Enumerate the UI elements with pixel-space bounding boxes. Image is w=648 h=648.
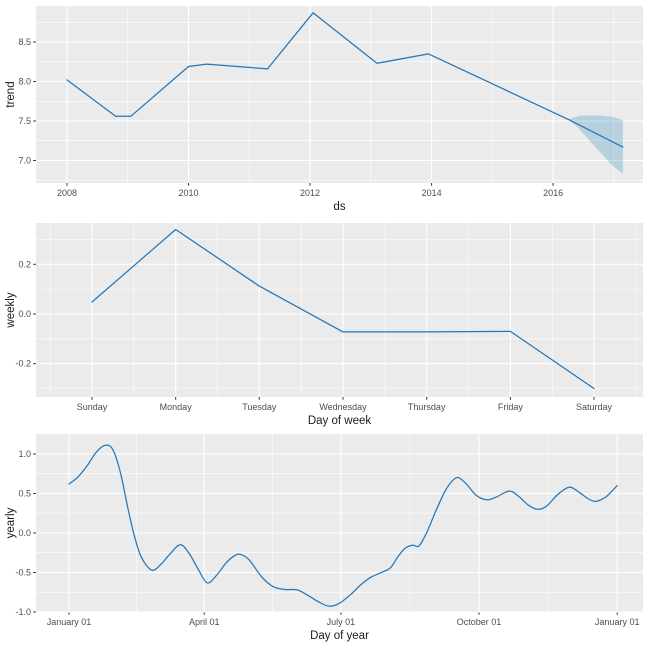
y-tick-label: 8.0 bbox=[18, 77, 31, 87]
y-tick-label: 7.0 bbox=[18, 156, 31, 166]
x-tick-label: Saturday bbox=[576, 402, 613, 412]
y-tick-label: 1.0 bbox=[18, 449, 31, 459]
x-tick-label: Tuesday bbox=[242, 402, 277, 412]
yearly-x-axis-title: Day of year bbox=[310, 630, 369, 642]
x-tick-label: 2016 bbox=[543, 188, 563, 198]
x-tick-label: 2012 bbox=[300, 188, 320, 198]
y-tick-label: 0.2 bbox=[18, 259, 31, 269]
yearly-line bbox=[68, 444, 618, 607]
y-tick-label: -0.5 bbox=[15, 568, 31, 578]
x-tick-label: April 01 bbox=[189, 617, 220, 627]
y-tick-label: 8.5 bbox=[18, 37, 31, 47]
x-tick-label: 2008 bbox=[57, 188, 77, 198]
y-tick-label: -1.0 bbox=[15, 607, 31, 617]
y-tick-label: 0.5 bbox=[18, 489, 31, 499]
y-tick-label: 7.5 bbox=[18, 116, 31, 126]
y-tick-label: 0.0 bbox=[18, 528, 31, 538]
trend-uncertainty-band bbox=[568, 115, 623, 174]
yearly-panel: January 01 April 01 July 01 October 01 Janua… bbox=[5, 434, 643, 642]
x-tick-label: 2010 bbox=[178, 188, 198, 198]
x-tick-label: January 01 bbox=[47, 617, 92, 627]
yearly-y-axis-title: yearly bbox=[5, 507, 17, 538]
x-tick-label: Monday bbox=[160, 402, 193, 412]
weekly-plot-area bbox=[36, 223, 643, 397]
weekly-line bbox=[91, 228, 595, 390]
x-tick-label: Sunday bbox=[77, 402, 108, 412]
x-tick-label: Wednesday bbox=[319, 402, 367, 412]
x-tick-label: January 01 bbox=[595, 617, 640, 627]
weekly-x-axis-title: Day of week bbox=[308, 415, 372, 427]
trend-panel: 2008 2010 2012 2014 2016 7.0 7.5 8.0 8.5 ds trend bbox=[5, 6, 643, 213]
trend-x-axis-title: ds bbox=[333, 201, 345, 213]
x-tick-label: 2014 bbox=[422, 188, 442, 198]
x-tick-label: Thursday bbox=[408, 402, 446, 412]
yearly-plot-area bbox=[36, 434, 643, 612]
x-tick-label: July 01 bbox=[327, 617, 356, 627]
trend-y-axis-title: trend bbox=[5, 81, 17, 107]
weekly-panel: Sunday Monday Tuesday Wednesday Thursday Frid… bbox=[5, 223, 643, 427]
y-tick-label: -0.2 bbox=[15, 359, 31, 369]
weekly-y-axis-title: weekly bbox=[5, 292, 17, 328]
trend-line bbox=[66, 12, 624, 148]
x-tick-label: Friday bbox=[498, 402, 524, 412]
trend-plot-area bbox=[36, 6, 643, 183]
y-tick-label: 0.0 bbox=[18, 309, 31, 319]
x-tick-label: October 01 bbox=[457, 617, 502, 627]
